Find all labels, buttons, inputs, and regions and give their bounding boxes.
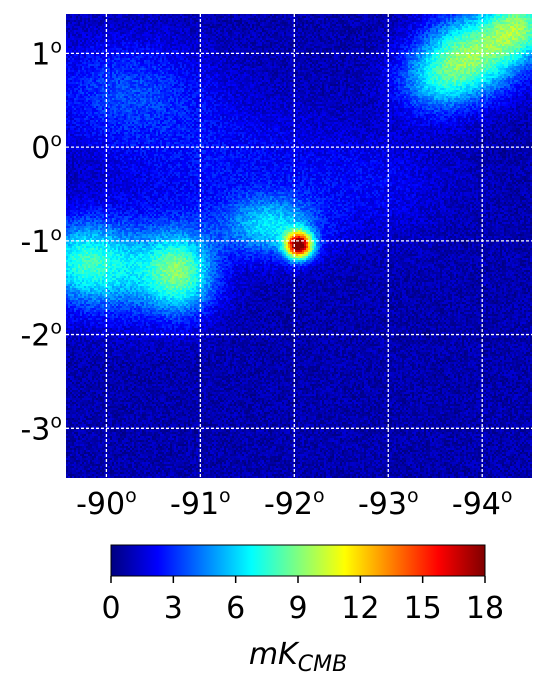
colorbar-tick-label: 6: [226, 591, 245, 626]
x-tick-label: -91o: [170, 485, 231, 522]
grid-lines: [66, 14, 532, 478]
y-tick-label: 1o: [31, 35, 62, 72]
y-tick-label: 0o: [31, 129, 62, 166]
y-tick-label: -1o: [20, 223, 62, 260]
y-axis-ticks: 1o 0o -1o -2o -3o: [20, 35, 62, 447]
colorbar-tick-label: 18: [466, 591, 504, 626]
y-tick-label: -2o: [20, 317, 62, 354]
colorbar: 0 3 6 9 12 15 18 mKCMB: [101, 544, 504, 677]
x-tick-label: -90o: [76, 485, 137, 522]
colorbar-tick-label: 0: [101, 591, 120, 626]
x-axis-ticks: -90o -91o -92o -93o -94o: [76, 485, 512, 522]
y-tick-label: -3o: [20, 410, 62, 447]
colorbar-ticks: 0 3 6 9 12 15 18: [101, 576, 504, 626]
colorbar-gradient: [110, 544, 486, 577]
colorbar-tick-label: 12: [341, 591, 379, 626]
x-tick-label: -92o: [264, 485, 325, 522]
colorbar-unit-label: mKCMB: [249, 637, 347, 677]
x-tick-label: -94o: [452, 485, 513, 522]
colorbar-tick-label: 15: [404, 591, 442, 626]
colorbar-tick-label: 3: [164, 591, 183, 626]
x-tick-label: -93o: [358, 485, 419, 522]
colorbar-tick-label: 9: [288, 591, 307, 626]
heatmap-image: [66, 14, 532, 478]
